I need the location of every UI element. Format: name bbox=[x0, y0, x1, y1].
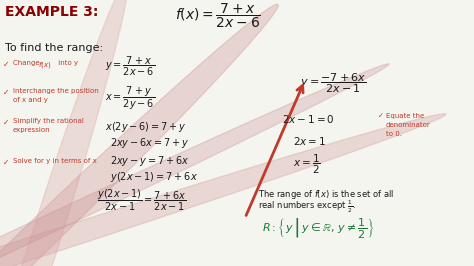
Text: Simplify the rational: Simplify the rational bbox=[13, 118, 84, 124]
Text: $x = \dfrac{1}{2}$: $x = \dfrac{1}{2}$ bbox=[293, 153, 321, 176]
Text: $f(x)$: $f(x)$ bbox=[38, 60, 52, 70]
Polygon shape bbox=[0, 114, 446, 266]
Text: $2xy - 6x = 7 + y$: $2xy - 6x = 7 + y$ bbox=[110, 136, 190, 150]
Text: The range of $f(x)$ is the set of all: The range of $f(x)$ is the set of all bbox=[258, 188, 394, 201]
Text: $y(2x - 1) = 7 + 6x$: $y(2x - 1) = 7 + 6x$ bbox=[110, 170, 198, 184]
Text: Solve for y in terms of x: Solve for y in terms of x bbox=[13, 158, 97, 164]
Text: Equate the: Equate the bbox=[386, 113, 424, 119]
Text: $y = \dfrac{7 + x}{2x - 6}$: $y = \dfrac{7 + x}{2x - 6}$ bbox=[105, 55, 155, 78]
Text: $2xy - y = 7 + 6x$: $2xy - y = 7 + 6x$ bbox=[110, 154, 190, 168]
Text: $\dfrac{y(2x-1)}{2x-1} = \dfrac{7+6x}{2x-1}$: $\dfrac{y(2x-1)}{2x-1} = \dfrac{7+6x}{2x… bbox=[97, 188, 186, 213]
Text: of x and y: of x and y bbox=[13, 97, 48, 103]
Text: denominator: denominator bbox=[386, 122, 431, 128]
Text: Change: Change bbox=[13, 60, 42, 66]
Text: $x = \dfrac{7 + y}{2y - 6}$: $x = \dfrac{7 + y}{2y - 6}$ bbox=[105, 85, 155, 112]
Text: To find the range:: To find the range: bbox=[5, 43, 103, 53]
Text: ✓: ✓ bbox=[378, 113, 384, 119]
Text: into y: into y bbox=[56, 60, 78, 66]
Text: Interchange the position: Interchange the position bbox=[13, 88, 99, 94]
Text: ✓: ✓ bbox=[3, 118, 9, 127]
Text: EXAMPLE 3:: EXAMPLE 3: bbox=[5, 5, 99, 19]
Text: $f(x) = \dfrac{7 + x}{2x - 6}$: $f(x) = \dfrac{7 + x}{2x - 6}$ bbox=[175, 2, 261, 30]
Text: ✓: ✓ bbox=[3, 88, 9, 97]
Polygon shape bbox=[0, 4, 278, 266]
Text: ✓: ✓ bbox=[3, 158, 9, 167]
Text: real numbers except $\frac{1}{2}$.: real numbers except $\frac{1}{2}$. bbox=[258, 199, 356, 215]
Text: $2x = 1$: $2x = 1$ bbox=[293, 135, 326, 147]
Text: $R: \left\{y\,\middle|\,y \in \mathbb{R},\, y \neq \dfrac{1}{2}\right\}$: $R: \left\{y\,\middle|\,y \in \mathbb{R}… bbox=[262, 216, 374, 240]
Text: ✓: ✓ bbox=[3, 60, 9, 69]
Text: expression: expression bbox=[13, 127, 51, 133]
Text: $x(2y - 6) = 7 + y$: $x(2y - 6) = 7 + y$ bbox=[105, 120, 187, 134]
Polygon shape bbox=[0, 64, 389, 266]
Text: to 0.: to 0. bbox=[386, 131, 402, 137]
Polygon shape bbox=[0, 0, 128, 266]
Text: $2x - 1 = 0$: $2x - 1 = 0$ bbox=[282, 113, 335, 125]
Text: $y = \dfrac{-7 + 6x}{2x - 1}$: $y = \dfrac{-7 + 6x}{2x - 1}$ bbox=[300, 72, 366, 95]
